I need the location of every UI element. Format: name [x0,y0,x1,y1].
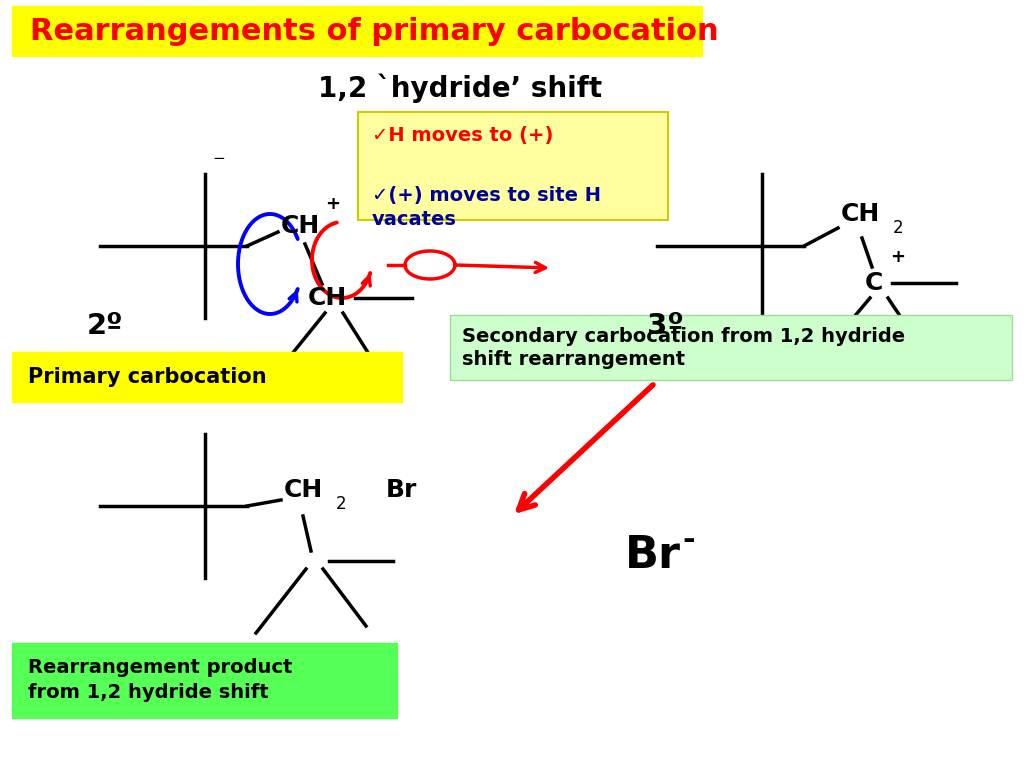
Text: CH: CH [281,214,319,238]
Text: 2: 2 [336,495,347,513]
Text: CH: CH [307,286,347,310]
Text: Br: Br [625,535,681,578]
FancyBboxPatch shape [12,352,402,402]
Text: ✓H moves to (+): ✓H moves to (+) [372,125,553,144]
Text: 2: 2 [893,219,903,237]
Text: Secondary carbocation from 1,2 hydride
shift rearrangement: Secondary carbocation from 1,2 hydride s… [462,326,905,369]
FancyBboxPatch shape [450,315,1012,380]
Text: -: - [682,525,694,554]
Text: Primary carbocation: Primary carbocation [28,367,266,387]
Text: Rearrangements of primary carbocation: Rearrangements of primary carbocation [30,16,719,45]
Text: Rearrangement product
from 1,2 hydride shift: Rearrangement product from 1,2 hydride s… [28,658,293,702]
Text: −: − [213,151,225,166]
Text: Br: Br [385,478,417,502]
Text: +: + [326,195,341,213]
Text: 3º: 3º [646,312,683,340]
Text: ✓(+) moves to site H
vacates: ✓(+) moves to site H vacates [372,186,601,230]
Text: 2º: 2º [87,312,123,340]
Text: 1,2 `hydride’ shift: 1,2 `hydride’ shift [317,73,602,103]
Text: CH: CH [284,478,323,502]
Text: +: + [891,248,905,266]
FancyBboxPatch shape [12,6,702,56]
FancyBboxPatch shape [358,112,668,220]
FancyBboxPatch shape [12,643,397,718]
Text: C: C [865,271,883,295]
Text: CH: CH [841,202,880,226]
